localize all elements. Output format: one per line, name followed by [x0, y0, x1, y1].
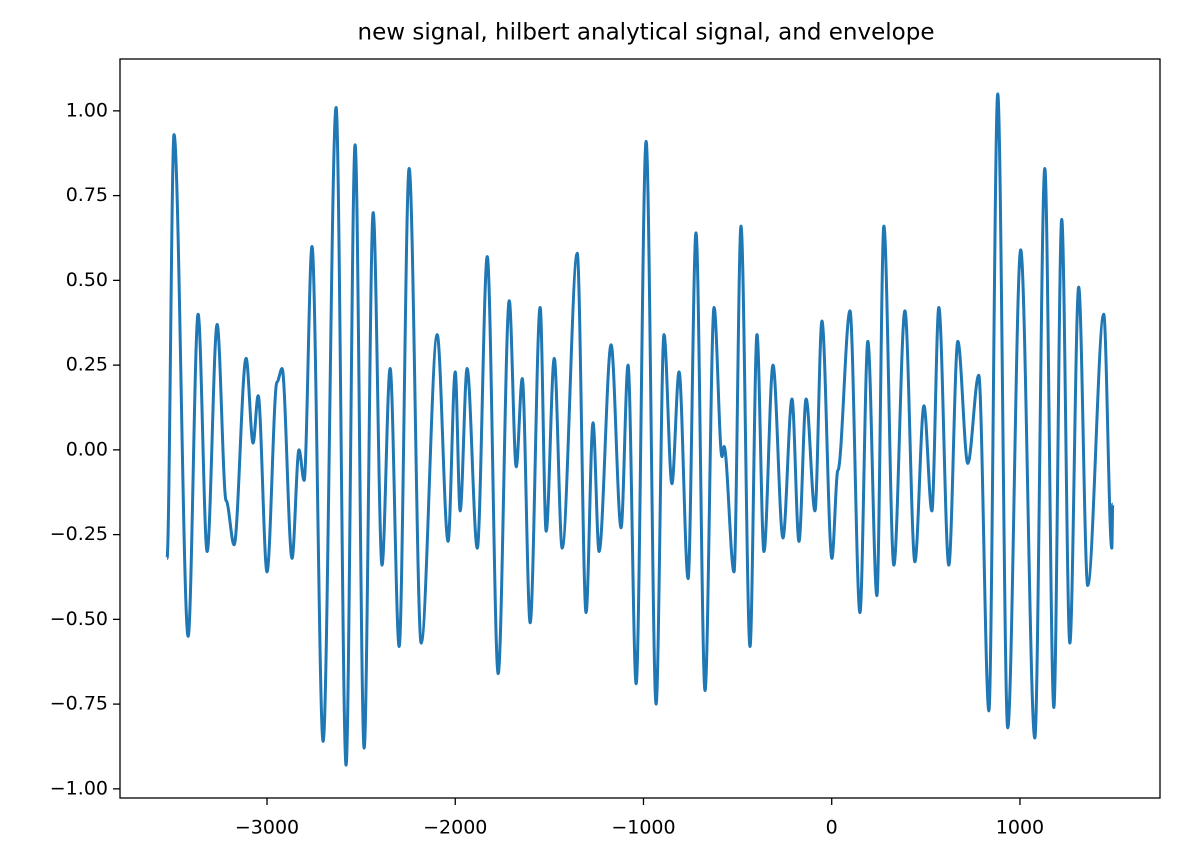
- y-tick-label: 0.50: [66, 269, 108, 291]
- plot-frame: [119, 58, 1161, 799]
- x-tick-label: 0: [826, 817, 838, 839]
- y-tick-label: 0.25: [66, 354, 108, 376]
- y-tick-label: 0.00: [66, 438, 108, 460]
- y-tick-label: 0.75: [66, 184, 108, 206]
- y-tick-label: −1.00: [50, 777, 108, 799]
- x-tick-label: −1000: [611, 817, 675, 839]
- y-tick-label: −0.50: [50, 608, 108, 630]
- x-tick-label: −3000: [235, 817, 299, 839]
- signal-line: [165, 92, 1115, 767]
- chart-title: new signal, hilbert analytical signal, a…: [358, 20, 935, 46]
- x-tick-label: −2000: [423, 817, 487, 839]
- y-tick-label: 1.00: [66, 99, 108, 121]
- y-tick-label: −0.25: [50, 523, 108, 545]
- y-tick-label: −0.75: [50, 693, 108, 715]
- x-tick-label: 1000: [996, 817, 1044, 839]
